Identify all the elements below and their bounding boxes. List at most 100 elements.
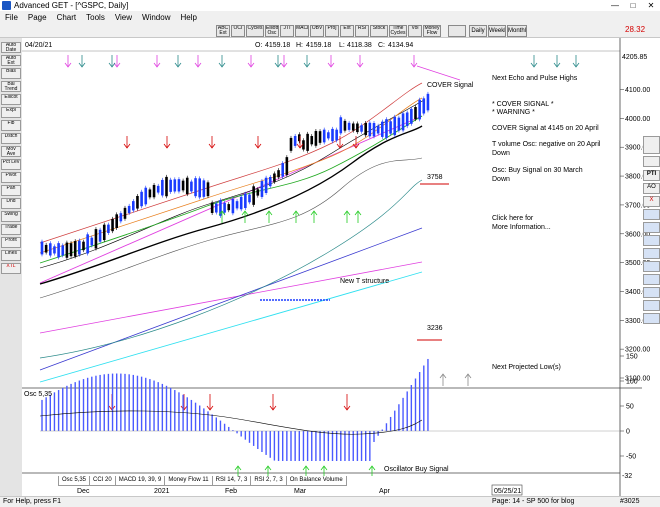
menu-tools[interactable]: Tools (86, 13, 105, 22)
toolbar-button[interactable] (448, 25, 466, 37)
toolbar-button[interactable]: MACD (295, 25, 309, 37)
right-toolbar-button[interactable] (643, 222, 660, 233)
bar-body (140, 191, 143, 207)
toolbar-button[interactable]: Ext (340, 25, 354, 37)
toolbar-button[interactable]: OBV (310, 25, 324, 37)
minimize-button[interactable]: — (611, 1, 619, 10)
osc-bars (39, 358, 620, 461)
sidebar-button[interactable]: Swing (1, 211, 21, 222)
right-toolbar-button[interactable] (643, 300, 660, 311)
right-toolbar-x[interactable]: X (643, 196, 660, 207)
maximize-button[interactable]: □ (630, 1, 636, 10)
tab-rsi-2[interactable]: RSI 2, 7, 3 (250, 476, 287, 486)
time-label-dec: Dec (77, 488, 90, 495)
right-toolbar-button[interactable] (643, 248, 660, 259)
toolbar-button[interactable]: Elliott Osc (265, 25, 279, 37)
black-ma (39, 125, 423, 285)
bar-body (219, 200, 222, 216)
menu-file[interactable]: File (5, 13, 18, 22)
bar-body (107, 224, 110, 233)
price-chart[interactable]: 04/20/21 O: 4159.18 H: 4159.18 L: 4118.3… (22, 38, 660, 498)
menu-help[interactable]: Help (180, 13, 197, 22)
tab-osc[interactable]: Osc 5,35 (58, 476, 91, 486)
sidebar-button[interactable]: Lines (1, 250, 21, 261)
sidebar-button[interactable]: Profit (1, 237, 21, 248)
right-toolbar-pti[interactable]: PTI (643, 170, 660, 181)
toolbar-button[interactable]: Proj (325, 25, 339, 37)
header-close: 4134.94 (388, 42, 413, 49)
bar-body (78, 240, 81, 255)
next-low-note: Next Projected Low(s) (492, 364, 561, 371)
more-info-link[interactable]: Click here for (492, 215, 534, 222)
sidebar-button[interactable]: XTL (1, 263, 21, 274)
price-tick-label: 3400.00 (625, 289, 650, 296)
bar-body (389, 121, 392, 134)
toolbar-button[interactable]: ABC Ext (216, 25, 230, 37)
tab-daily[interactable]: Daily (469, 25, 487, 37)
tab-weekly[interactable]: Weekly (488, 25, 506, 37)
toolbar-button[interactable]: Money Flow (423, 25, 441, 37)
toolbar-button[interactable]: Stock (370, 25, 388, 37)
sidebar-button[interactable]: Pan (1, 185, 21, 196)
right-toolbar-button[interactable] (643, 209, 660, 220)
toolbar-button[interactable]: Vol (408, 25, 422, 37)
bar-body (426, 93, 430, 111)
down-arrow-head (247, 62, 255, 68)
toolbar-button[interactable]: RSI (355, 25, 369, 37)
tab-rsi-14[interactable]: RSI 14, 7, 3 (211, 476, 252, 486)
sidebar-button[interactable]: Pct Lev (1, 159, 21, 170)
price-tick-label: 3700.00 (625, 202, 650, 209)
more-info-link-2[interactable]: More Information... (492, 224, 551, 231)
tab-money-flow[interactable]: Money Flow 11 (164, 476, 213, 486)
right-toolbar-button[interactable] (643, 313, 660, 324)
right-toolbar-button[interactable] (643, 136, 660, 154)
bar-body (181, 180, 185, 191)
menu-page[interactable]: Page (27, 13, 47, 22)
right-toolbar-button[interactable] (643, 287, 660, 298)
date-box[interactable] (491, 484, 523, 496)
chart-area[interactable]: 04/20/21 O: 4159.18 H: 4159.18 L: 4118.3… (22, 38, 660, 498)
tab-macd[interactable]: MACD 19, 39, 9 (114, 476, 166, 486)
sidebar-button[interactable]: Auto Date (1, 42, 21, 53)
menu-view[interactable]: View (114, 13, 133, 22)
status-bar: For Help, press F1 Page: 14 - SP 500 for… (0, 496, 660, 507)
up-arrow-head (310, 210, 318, 216)
toolbar-button[interactable]: Cycles (246, 25, 264, 37)
up-arrow-head (241, 210, 249, 216)
sidebar-button[interactable]: Bal Trend (1, 81, 21, 92)
bar-body (215, 203, 218, 213)
signal-arrows (64, 55, 580, 476)
sidebar-button[interactable]: Trade (1, 224, 21, 235)
bar-body (185, 177, 189, 195)
up-arrow-head (439, 373, 447, 379)
sidebar-button[interactable]: Dstch (1, 133, 21, 144)
sidebar-button[interactable]: Ellicot (1, 94, 21, 105)
toolbar-button[interactable]: Time Cycles (389, 25, 407, 37)
sidebar-button[interactable]: Auto Ext (1, 55, 21, 66)
bar-body (94, 229, 98, 249)
sidebar-button[interactable]: Dnd (1, 198, 21, 209)
bar-body (244, 193, 247, 209)
tab-monthly[interactable]: Monthly (507, 25, 527, 37)
right-toolbar-button[interactable] (643, 261, 660, 272)
tab-cci[interactable]: CCI 20 (89, 476, 116, 486)
down-arrow-head (153, 62, 161, 68)
right-toolbar-button[interactable] (643, 274, 660, 285)
sidebar-button[interactable]: Expl (1, 107, 21, 118)
sidebar-button[interactable]: Mov Ave (1, 146, 21, 157)
right-toolbar-ao[interactable]: AO (643, 183, 660, 194)
right-toolbar-button[interactable] (643, 156, 660, 167)
sidebar-button[interactable]: Fib (1, 120, 21, 131)
down-arrow-head (572, 62, 580, 68)
toolbar-button[interactable]: OCI (231, 25, 245, 37)
tab-obv[interactable]: On Balance Volume (285, 476, 347, 486)
toolbar-button[interactable]: JTI (280, 25, 294, 37)
bar-body (335, 129, 338, 141)
red-ma (39, 82, 423, 244)
menu-window[interactable]: Window (142, 13, 171, 22)
right-toolbar-button[interactable] (643, 235, 660, 246)
sidebar-button[interactable]: Bias (1, 68, 21, 79)
close-button[interactable]: ✕ (647, 1, 655, 10)
sidebar-button[interactable]: Pivot (1, 172, 21, 183)
menu-chart[interactable]: Chart (56, 13, 77, 22)
